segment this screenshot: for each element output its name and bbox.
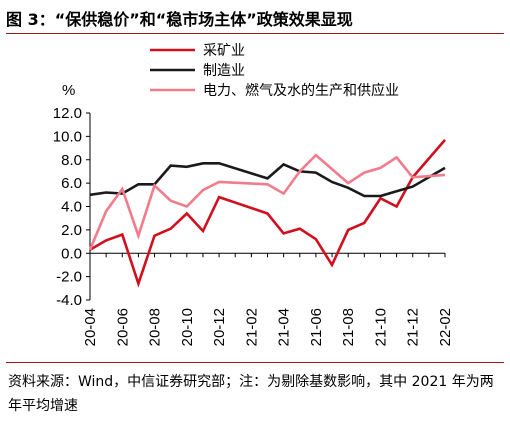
- x-tick-label: 20-04: [82, 308, 99, 346]
- x-tick-label: 21-04: [276, 308, 293, 346]
- series-line-0: [89, 139, 446, 288]
- x-tick-label: 21-08: [340, 308, 357, 346]
- chart-title: 图 3：“保供稳价”和“稳市场主体”政策效果显现: [6, 10, 353, 29]
- legend-label-2: 电力、燃气及水的生产和供应业: [203, 82, 399, 99]
- y-tick-label: -2.0: [56, 269, 82, 286]
- line-chart: -4.0 -2.0 0.0 2.0 4.0 6.0 8.0 10.0 12.0% 20-04 20-…: [53, 43, 454, 346]
- source-divider: [6, 362, 504, 363]
- x-tick-label: 20-12: [211, 308, 228, 346]
- source-note: 资料来源：Wind，中信证券研究部；注：为剔除基数影响，其中 2021 年为两年…: [8, 374, 494, 414]
- chart-axes: -4.0 -2.0 0.0 2.0 4.0 6.0 8.0 10.0 12.0% 20-04 20-…: [53, 82, 454, 346]
- x-tick-label: 20-10: [179, 308, 196, 346]
- y-tick-label: 6.0: [61, 175, 82, 192]
- x-tick-label: 20-06: [114, 308, 131, 346]
- x-tick-label: 22-02: [437, 308, 454, 346]
- y-tick-label: 4.0: [61, 199, 82, 216]
- series-line-1: [89, 162, 446, 198]
- series-line-2: [88, 153, 446, 251]
- y-tick-label: 2.0: [61, 222, 82, 239]
- legend-label-0: 采矿业: [203, 43, 245, 59]
- y-tick-label: -4.0: [56, 292, 82, 309]
- x-tick-label: 21-02: [243, 308, 260, 346]
- legend-label-1: 制造业: [203, 63, 245, 79]
- x-tick-label: 21-06: [308, 308, 325, 346]
- chart-series: [88, 139, 446, 288]
- y-axis-unit: %: [62, 82, 75, 99]
- y-tick-label: 8.0: [61, 152, 82, 169]
- x-tick-label: 21-12: [405, 308, 422, 346]
- y-tick-label: 12.0: [53, 105, 82, 122]
- x-tick-label: 20-08: [147, 308, 164, 346]
- title-divider: [6, 33, 504, 34]
- y-tick-label: 10.0: [53, 128, 82, 145]
- x-tick-label: 21-10: [372, 308, 389, 346]
- y-tick-label: 0.0: [61, 245, 82, 262]
